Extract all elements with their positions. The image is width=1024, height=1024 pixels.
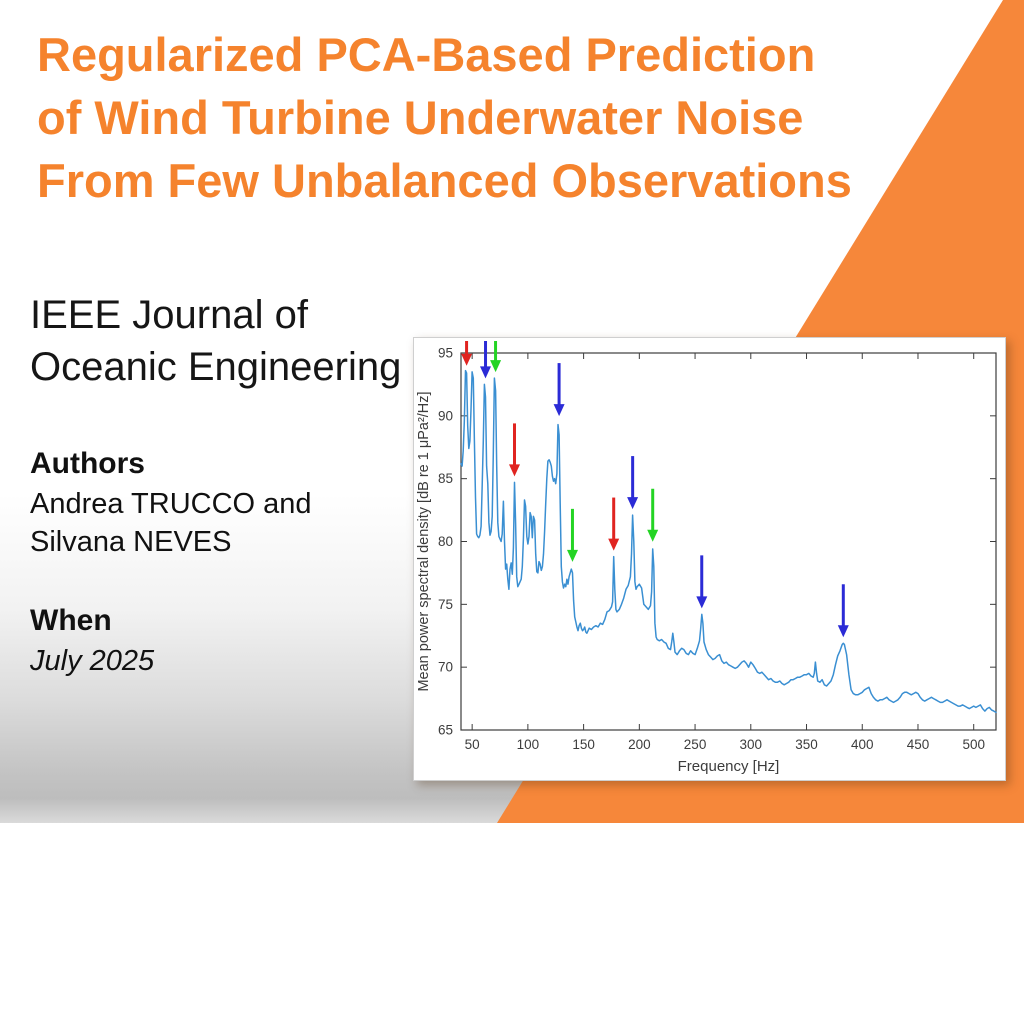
title-line-2: of Wind Turbine Underwater Noise	[37, 91, 804, 144]
author-name-2: Silvana NEVES	[30, 526, 232, 558]
svg-text:400: 400	[851, 737, 874, 752]
when-block: When July 2025	[30, 600, 154, 680]
svg-text:80: 80	[438, 534, 453, 549]
svg-text:85: 85	[438, 471, 453, 486]
svg-text:450: 450	[907, 737, 930, 752]
svg-text:70: 70	[438, 660, 453, 675]
svg-text:90: 90	[438, 408, 453, 423]
svg-text:150: 150	[572, 737, 595, 752]
svg-text:75: 75	[438, 597, 453, 612]
author-name-1: Andrea TRUCCO and	[30, 488, 312, 520]
svg-text:200: 200	[628, 737, 651, 752]
footer-logo-bar: IEEE OES ® IEEE Oceanic Engineering Soci…	[0, 823, 1024, 1024]
svg-text:500: 500	[962, 737, 985, 752]
psd-chart-figure: 50 100 150 200 250 300 350 400 450 500 65 70 75 80 85 9…	[413, 337, 1006, 781]
svg-text:50: 50	[465, 737, 480, 752]
publication-date: July 2025	[30, 645, 155, 677]
authors-heading: Authors	[30, 447, 145, 480]
svg-text:95: 95	[438, 346, 453, 361]
journal-line-1: IEEE Journal of	[30, 293, 308, 337]
title-line-1: Regularized PCA-Based Prediction	[37, 28, 816, 81]
svg-text:Frequency [Hz]: Frequency [Hz]	[678, 758, 780, 775]
page-title: Regularized PCA-Based Prediction of Wind…	[37, 23, 852, 212]
authors-block: Authors Andrea TRUCCO and Silvana NEVES	[30, 443, 312, 561]
psd-line-chart: 50 100 150 200 250 300 350 400 450 500 65 70 75 80 85 9…	[416, 341, 997, 775]
main-area: Regularized PCA-Based Prediction of Wind…	[0, 0, 1024, 823]
journal-line-2: Oceanic Engineering	[30, 345, 402, 389]
svg-text:250: 250	[684, 737, 707, 752]
title-line-3: From Few Unbalanced Observations	[37, 154, 852, 207]
when-heading: When	[30, 604, 112, 637]
svg-text:65: 65	[438, 723, 453, 738]
svg-text:350: 350	[795, 737, 818, 752]
svg-text:Mean power spectral density [d: Mean power spectral density [dB re 1 μPa…	[416, 391, 432, 691]
svg-text:300: 300	[740, 737, 763, 752]
svg-text:100: 100	[517, 737, 540, 752]
journal-name: IEEE Journal of Oceanic Engineering	[30, 289, 401, 393]
